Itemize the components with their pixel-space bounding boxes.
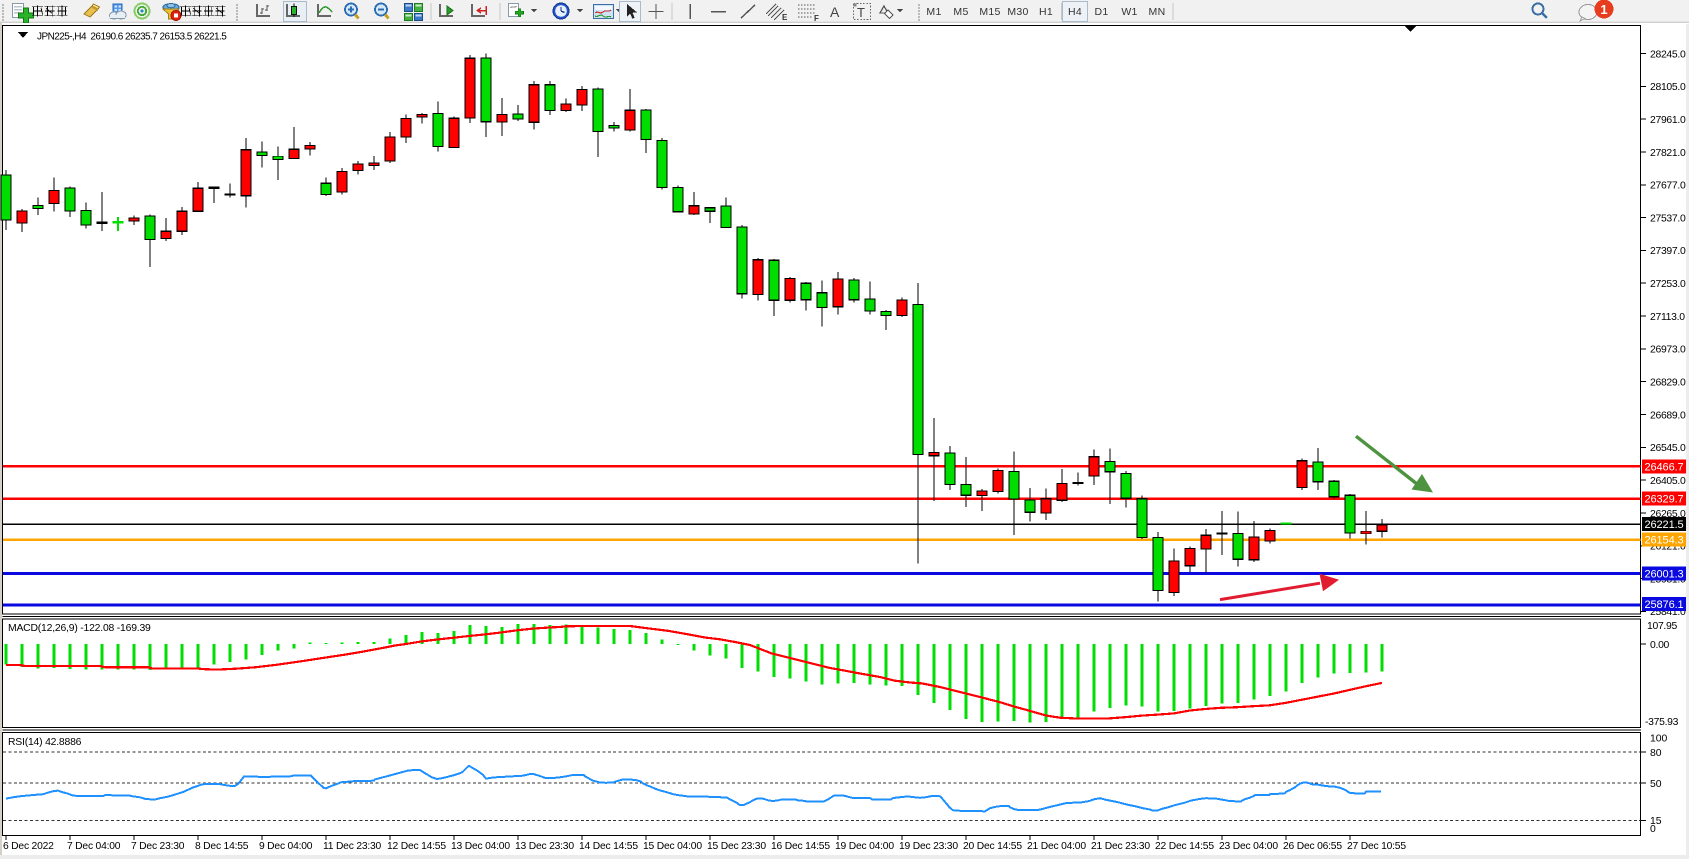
svg-text:28245.0: 28245.0: [1650, 49, 1686, 60]
svg-text:T: T: [857, 5, 865, 20]
svg-text:15 Dec 04:00: 15 Dec 04:00: [643, 841, 702, 852]
svg-text:W1: W1: [1121, 6, 1137, 18]
svg-text:0.00: 0.00: [1650, 640, 1670, 651]
svg-text:A: A: [830, 4, 840, 20]
svg-text:26329.7: 26329.7: [1645, 494, 1684, 506]
svg-text:6 Dec 2022: 6 Dec 2022: [3, 841, 54, 852]
svg-text:M30: M30: [1007, 6, 1028, 18]
svg-text:JPN225-,H4 26190.6 26235.7 26: JPN225-,H4 26190.6 26235.7 26153.5 26221…: [37, 32, 227, 43]
svg-text:14 Dec 14:55: 14 Dec 14:55: [579, 841, 638, 852]
svg-text:E: E: [782, 13, 788, 22]
svg-text:1: 1: [1600, 2, 1607, 17]
svg-text:MN: MN: [1149, 6, 1166, 18]
svg-text:9 Dec 04:00: 9 Dec 04:00: [259, 841, 313, 852]
svg-text:26973.0: 26973.0: [1650, 345, 1686, 356]
svg-text:26001.3: 26001.3: [1645, 568, 1684, 580]
svg-text:MACD(12,26,9) -122.08 -169.39: MACD(12,26,9) -122.08 -169.39: [8, 623, 151, 634]
svg-text:80: 80: [1650, 748, 1662, 759]
svg-text:13 Dec 04:00: 13 Dec 04:00: [451, 841, 510, 852]
svg-text:H1: H1: [1039, 6, 1053, 18]
svg-text:11 Dec 23:30: 11 Dec 23:30: [323, 841, 382, 852]
svg-text:16 Dec 14:55: 16 Dec 14:55: [771, 841, 830, 852]
svg-text:F: F: [814, 14, 819, 23]
svg-text:12 Dec 14:55: 12 Dec 14:55: [387, 841, 446, 852]
svg-text:27821.0: 27821.0: [1650, 148, 1686, 159]
svg-text:23 Dec 04:00: 23 Dec 04:00: [1219, 841, 1278, 852]
svg-text:26545.0: 26545.0: [1650, 443, 1686, 454]
svg-text:0: 0: [1650, 824, 1656, 835]
svg-text:RSI(14) 42.8886: RSI(14) 42.8886: [8, 737, 82, 748]
svg-text:27677.0: 27677.0: [1650, 181, 1686, 192]
svg-text:27253.0: 27253.0: [1650, 279, 1686, 290]
svg-text:25841.0: 25841.0: [1650, 607, 1686, 618]
svg-text:21 Dec 04:00: 21 Dec 04:00: [1027, 841, 1086, 852]
svg-text:15: 15: [1650, 816, 1662, 827]
svg-text:M1: M1: [926, 6, 941, 18]
svg-text:27961.0: 27961.0: [1650, 115, 1686, 126]
svg-text:22 Dec 14:55: 22 Dec 14:55: [1155, 841, 1214, 852]
svg-text:26829.0: 26829.0: [1650, 378, 1686, 389]
svg-text:13 Dec 23:30: 13 Dec 23:30: [515, 841, 574, 852]
svg-text:26265.0: 26265.0: [1650, 509, 1686, 520]
svg-text:26154.3: 26154.3: [1645, 535, 1684, 547]
svg-text:M15: M15: [979, 6, 1000, 18]
svg-text:8 Dec 14:55: 8 Dec 14:55: [195, 841, 249, 852]
svg-text:27 Dec 10:55: 27 Dec 10:55: [1347, 841, 1406, 852]
svg-text:7 Dec 23:30: 7 Dec 23:30: [131, 841, 185, 852]
svg-text:107.95: 107.95: [1647, 621, 1678, 632]
svg-text:27397.0: 27397.0: [1650, 246, 1686, 257]
svg-text:28105.0: 28105.0: [1650, 82, 1686, 93]
svg-text:26221.5: 26221.5: [1645, 519, 1684, 531]
svg-text:20 Dec 14:55: 20 Dec 14:55: [963, 841, 1022, 852]
svg-text:19 Dec 04:00: 19 Dec 04:00: [835, 841, 894, 852]
svg-text:50: 50: [1650, 779, 1662, 790]
svg-text:26466.7: 26466.7: [1645, 461, 1684, 473]
svg-text:100: 100: [1650, 734, 1668, 745]
svg-text:26689.0: 26689.0: [1650, 410, 1686, 421]
svg-text:26 Dec 06:55: 26 Dec 06:55: [1283, 841, 1342, 852]
svg-text:21 Dec 23:30: 21 Dec 23:30: [1091, 841, 1150, 852]
svg-text:26405.0: 26405.0: [1650, 476, 1686, 487]
svg-text:19 Dec 23:30: 19 Dec 23:30: [899, 841, 958, 852]
svg-text:D1: D1: [1094, 6, 1108, 18]
svg-text:15 Dec 23:30: 15 Dec 23:30: [707, 841, 766, 852]
svg-text:M5: M5: [953, 6, 968, 18]
svg-text:H4: H4: [1068, 6, 1082, 18]
svg-text:7 Dec 04:00: 7 Dec 04:00: [67, 841, 121, 852]
svg-text:27537.0: 27537.0: [1650, 213, 1686, 224]
svg-text:26121.0: 26121.0: [1650, 542, 1686, 553]
svg-text:27113.0: 27113.0: [1650, 312, 1685, 323]
svg-text:25876.1: 25876.1: [1645, 599, 1684, 611]
svg-text:-375.93: -375.93: [1645, 717, 1679, 728]
